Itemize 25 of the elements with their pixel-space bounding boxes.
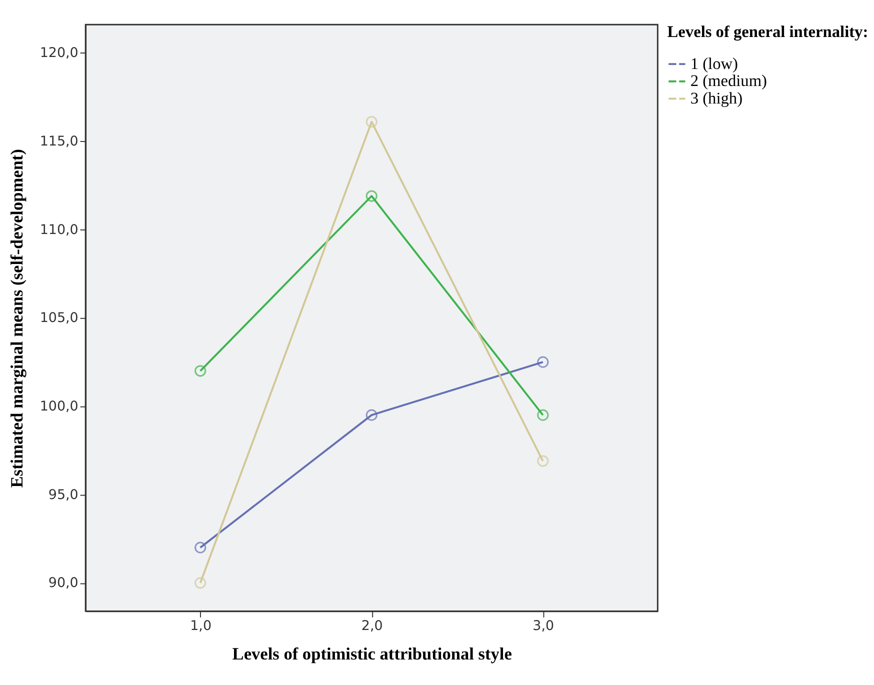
legend-label: 2 (medium) <box>690 71 767 90</box>
point <box>537 356 549 368</box>
legend-label: 1 (low) <box>690 54 738 73</box>
y-tick-label: 115,0 <box>40 134 78 150</box>
x-tick-label: 3,0 <box>532 618 554 634</box>
point <box>194 577 206 589</box>
y-tick-label: 95,0 <box>48 488 78 503</box>
point <box>366 409 378 421</box>
x-tick-label: 2,0 <box>361 618 383 634</box>
y-axis-title: Estimated marginal means (self-development) <box>8 149 27 488</box>
point <box>194 542 206 554</box>
legend-title: Levels of general internality: <box>667 22 868 42</box>
y-tick-label: 105,0 <box>40 311 78 326</box>
point <box>537 409 549 421</box>
point <box>366 116 378 128</box>
y-tick-label: 110,0 <box>40 222 78 238</box>
legend-label: 3 (high) <box>690 88 743 108</box>
y-tick-label: 120,0 <box>40 46 78 62</box>
point <box>366 190 378 202</box>
y-tick-label: 100,0 <box>40 400 78 415</box>
point <box>194 365 206 377</box>
y-tick-label: 90,0 <box>48 576 78 592</box>
point <box>537 455 549 467</box>
x-axis-title: Levels of optimistic attributional style <box>232 644 512 664</box>
x-tick-label: 1,0 <box>190 618 212 634</box>
